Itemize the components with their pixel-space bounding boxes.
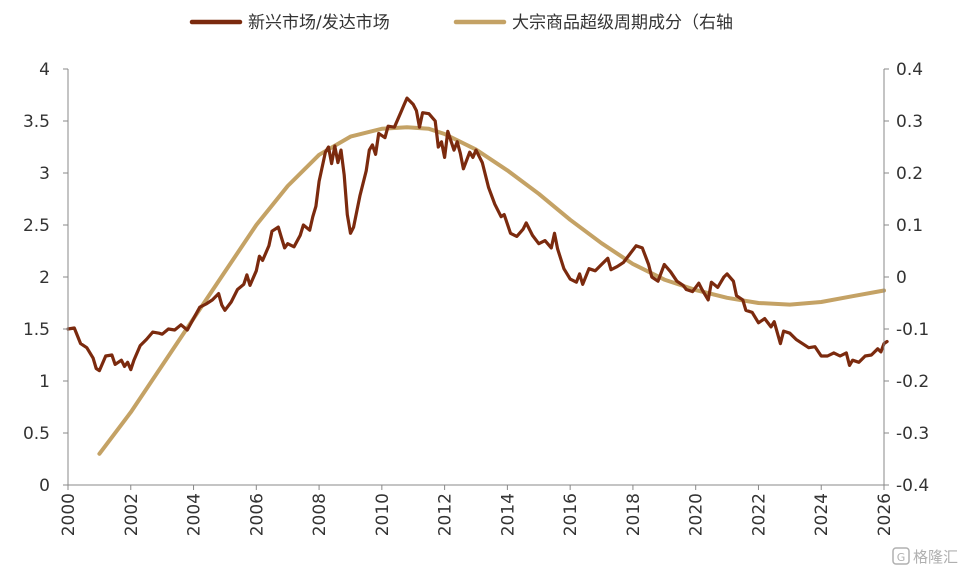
y-left-tick-label: 4 (39, 60, 50, 80)
x-tick-label: 2000 (59, 493, 79, 536)
y-right-tick-label: 0.3 (896, 112, 923, 132)
y-left-tick-label: 0 (39, 476, 50, 496)
x-tick-label: 2004 (185, 493, 205, 536)
watermark-logo-icon (892, 547, 910, 565)
y-left-tick-label: 3 (39, 164, 50, 184)
y-right-tick-label: 0.1 (896, 216, 923, 236)
watermark-text: 格隆汇 (913, 548, 958, 566)
y-left-tick-label: 0.5 (23, 424, 50, 444)
y-right-tick-label: 0 (896, 268, 907, 288)
y-left-tick-label: 2 (39, 268, 50, 288)
watermark-logo-glyph: G (897, 551, 906, 564)
x-tick-label: 2026 (875, 493, 895, 536)
legend: 新兴市场/发达市场 大宗商品超级周期成分（右轴 (189, 13, 733, 33)
legend-label-em-dm: 新兴市场/发达市场 (248, 13, 390, 33)
y-right-tick-label: -0.2 (896, 372, 929, 392)
y-right-tick-label: -0.4 (896, 476, 929, 496)
legend-label-commodity: 大宗商品超级周期成分（右轴 (512, 13, 733, 33)
x-tick-label: 2014 (498, 493, 518, 536)
y-right-tick-label: 0.2 (896, 164, 923, 184)
series-line-em-dm (66, 96, 889, 373)
y-right-tick-label: -0.1 (896, 320, 929, 340)
y-right-tick-label: 0.4 (896, 60, 923, 80)
x-tick-label: 2008 (310, 493, 330, 536)
x-tick-label: 2010 (373, 493, 393, 536)
x-tick-label: 2002 (122, 493, 142, 536)
y-right-tick-label: -0.3 (896, 424, 929, 444)
x-tick-label: 2016 (561, 493, 581, 536)
y-left-tick-label: 1 (39, 372, 50, 392)
x-tick-label: 2012 (436, 493, 456, 536)
y-left-tick-label: 3.5 (23, 112, 50, 132)
watermark: G 格隆汇 (892, 547, 958, 566)
y-left-tick-label: 2.5 (23, 216, 50, 236)
x-tick-label: 2022 (749, 493, 769, 536)
x-tick-label: 2024 (812, 493, 832, 536)
x-tick-label: 2018 (624, 493, 644, 536)
series-layer (66, 96, 889, 456)
y-left-tick-label: 1.5 (23, 320, 50, 340)
series-line-commodity (97, 125, 886, 456)
x-tick-label: 2006 (247, 493, 267, 536)
axes: 0 0.5 1 1.5 2 2.5 3 3.5 4 -0.4 -0.3 -0.2 -0.1 0 0.1 0.2… (23, 60, 929, 536)
x-tick-label: 2020 (687, 493, 707, 536)
